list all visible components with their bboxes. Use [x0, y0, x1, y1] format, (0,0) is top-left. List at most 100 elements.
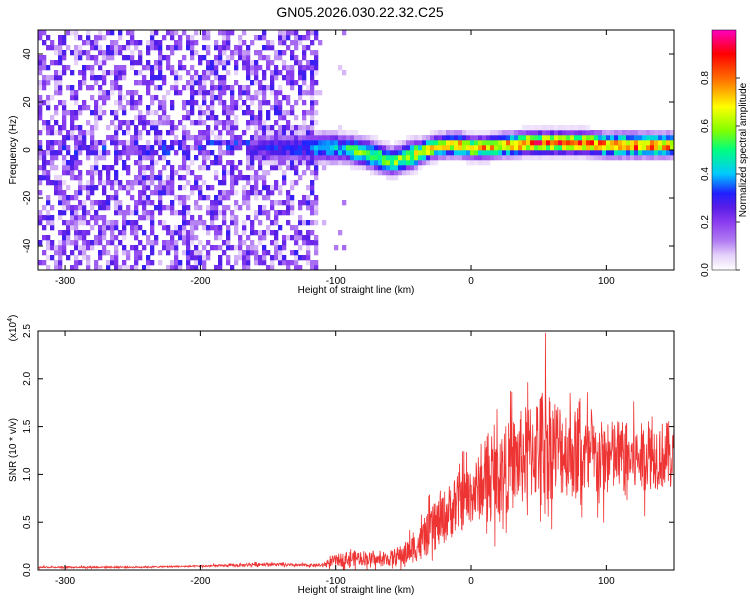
spectrogram-cell — [246, 190, 251, 196]
spectrogram-cell — [62, 230, 67, 236]
spectrogram-cell — [218, 45, 223, 51]
spectrogram-cell — [190, 85, 195, 91]
spectrogram-cell — [530, 155, 535, 161]
spectrogram-cell — [246, 150, 251, 156]
spectrogram-cell — [226, 235, 231, 241]
spectrogram-cell — [254, 50, 259, 56]
spectrogram-cell — [298, 60, 303, 66]
spectrogram-cell — [470, 135, 475, 141]
spectrogram-cell — [214, 95, 219, 101]
spectrogram-cell — [166, 145, 171, 151]
snr-x-ticks: -300 -200 -100 0 100 — [55, 331, 615, 587]
spectrogram-cell — [194, 260, 199, 266]
spectrogram-cell — [146, 255, 151, 261]
snr-y-scale-exponent: 4 — [7, 318, 14, 322]
spectrogram-cell — [446, 135, 451, 141]
spectrogram-cell — [358, 155, 363, 161]
spectrogram-cell — [206, 135, 211, 141]
spectrogram-cell — [378, 155, 383, 161]
spectrogram-cell — [206, 105, 211, 111]
spectrogram-cell — [554, 150, 559, 156]
colorbar-label: Normalized spectral amplitude — [738, 82, 749, 217]
spectrogram-cell — [210, 215, 215, 221]
spectrogram-cell — [114, 255, 119, 261]
spectrogram-cell — [294, 250, 299, 256]
spectrogram-cell — [270, 190, 275, 196]
spectrogram-cell — [62, 250, 67, 256]
spectrogram-cell — [50, 95, 55, 101]
spectrogram-cell — [494, 130, 499, 136]
spectrogram-cell — [74, 240, 79, 246]
spectrogram-cell — [618, 145, 623, 151]
spectrogram-cell — [250, 175, 255, 181]
spectrogram-cell — [150, 160, 155, 166]
spectrogram-cell — [274, 90, 279, 96]
spectrogram-cell — [542, 135, 547, 141]
spectrogram-cell — [666, 135, 671, 141]
spectrogram-cell — [102, 35, 107, 41]
spectrogram-cell — [402, 165, 407, 171]
spectrogram-cell — [478, 140, 483, 146]
spectrogram-cell — [262, 170, 267, 176]
spectrogram-cell — [314, 110, 319, 116]
spectrogram-cell — [558, 125, 563, 131]
spectrogram-cell — [594, 145, 599, 151]
spectrogram-cell — [146, 85, 151, 91]
spectrogram-cell — [302, 195, 307, 201]
spectrogram-cell — [486, 160, 491, 166]
spectrogram-cell — [250, 150, 255, 156]
spectrogram-cell — [306, 255, 311, 261]
spectrogram-cell — [522, 125, 527, 131]
spectrogram-cell — [334, 150, 339, 156]
spectrogram-cell — [326, 140, 331, 146]
spectrogram-cell — [62, 105, 67, 111]
spectrogram-cell — [314, 210, 319, 216]
spectrogram-cell — [274, 185, 279, 191]
spectrogram-cell — [138, 150, 143, 156]
spectrogram-cell — [246, 195, 251, 201]
spectrogram-cell — [598, 145, 603, 151]
spectrogram-cell — [206, 115, 211, 121]
spectrogram-cell — [94, 120, 99, 126]
spectrogram-cell — [114, 205, 119, 211]
spectrogram-cell — [418, 155, 423, 161]
spectrogram-cell — [306, 245, 311, 251]
spectrogram-cell — [250, 120, 255, 126]
spectrogram-cell — [410, 135, 415, 141]
snr-x-tick-label: 100 — [598, 576, 615, 587]
spectrogram-cell — [334, 145, 339, 151]
spectrogram-cell — [290, 65, 295, 71]
spectrogram-cell — [594, 135, 599, 141]
spectrogram-cell — [70, 175, 75, 181]
spectrogram-cell — [86, 210, 91, 216]
spectrogram-cell — [158, 250, 163, 256]
spectrogram-cell — [266, 210, 271, 216]
spectrogram-cell — [290, 75, 295, 81]
spectrogram-cell — [614, 145, 619, 151]
spectrogram-cell — [402, 160, 407, 166]
spectrogram-cell — [86, 260, 91, 266]
spectrogram-cell — [146, 210, 151, 216]
spectrogram-cell — [122, 130, 127, 136]
spectrogram-cell — [294, 80, 299, 86]
spectrogram-y-axis-label: Frequency (Hz) — [8, 116, 19, 185]
spectrogram-cell — [234, 70, 239, 76]
spectrogram-cell — [162, 165, 167, 171]
spectrogram-cell — [214, 195, 219, 201]
spectrogram-cell — [126, 210, 131, 216]
spectrogram-cell — [138, 120, 143, 126]
spectrogram-cell — [126, 250, 131, 256]
spectrogram-cell — [342, 155, 347, 161]
spectrogram-cell — [174, 240, 179, 246]
spectrogram-cell — [302, 150, 307, 156]
spectrogram-cell — [394, 170, 399, 176]
spectrogram-cell — [130, 150, 135, 156]
spectrogram-cell — [250, 110, 255, 116]
spectrogram-cell — [234, 80, 239, 86]
spectrogram-cell — [130, 145, 135, 151]
spectrogram-cell — [134, 220, 139, 226]
spectrogram-cell — [242, 85, 247, 91]
spectrogram-cell — [78, 180, 83, 186]
spectrogram-cell — [42, 205, 47, 211]
spectrogram-cell — [186, 100, 191, 106]
